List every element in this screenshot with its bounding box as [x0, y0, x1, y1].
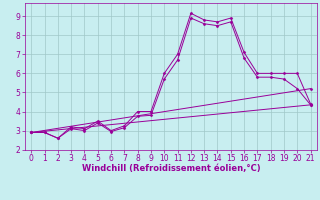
X-axis label: Windchill (Refroidissement éolien,°C): Windchill (Refroidissement éolien,°C) [82, 164, 260, 173]
